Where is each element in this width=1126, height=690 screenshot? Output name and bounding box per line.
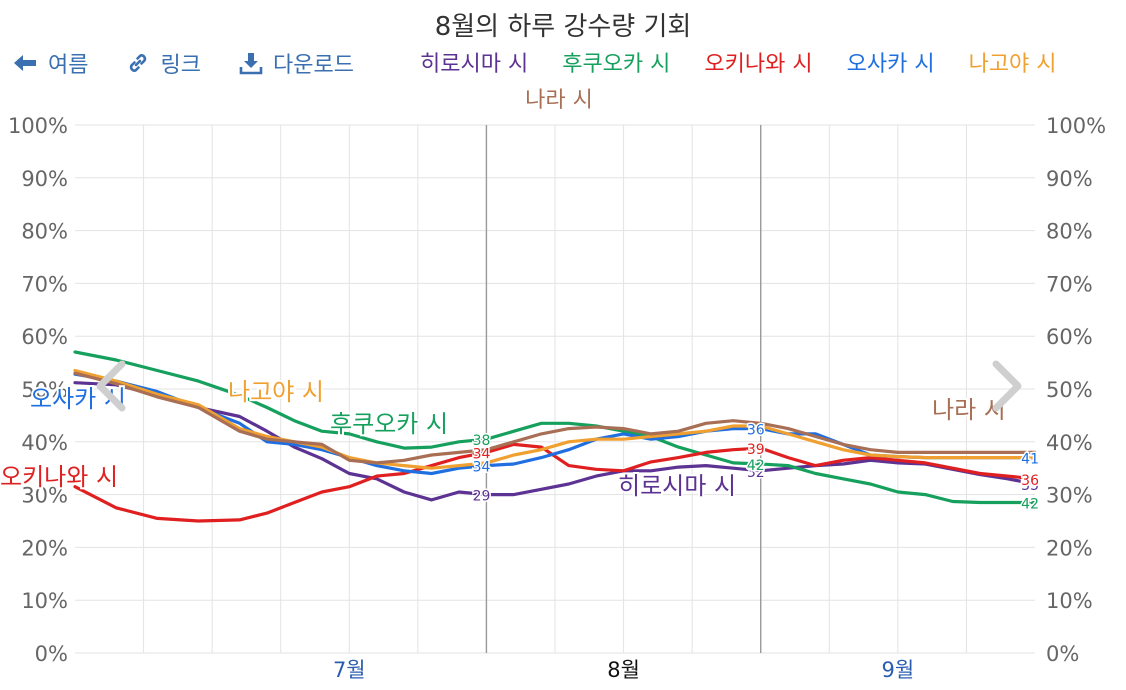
data-label: 42 (1021, 497, 1039, 513)
series-line[interactable] (73, 371, 1037, 465)
download-button[interactable]: 다운로드 (239, 47, 354, 79)
legend-item-hiroshima[interactable]: 히로시마 시 (420, 52, 529, 77)
x-axis: 7월 8월 9월 (333, 658, 914, 682)
month-label[interactable]: 9월 (882, 658, 915, 682)
download-icon (239, 53, 263, 75)
point-labels: 29 32 35 38 42 42 34 39 36 34 36 41 (471, 421, 1040, 514)
y-tick-label-left: 100% (8, 114, 68, 138)
y-tick-label-left: 70% (21, 272, 68, 296)
y-tick-label-right: 30% (1046, 484, 1093, 508)
link-icon (130, 54, 147, 72)
season-link[interactable]: 여름 (12, 47, 88, 79)
y-axis-left: 0% 10% 20% 30% 40% 50% 60% 70% 80% 90% 100% (8, 114, 68, 666)
y-tick-label-right: 40% (1046, 431, 1093, 455)
y-tick-label-left: 50% (21, 378, 68, 402)
data-label: 35 (1021, 478, 1039, 494)
series-annotation: 후쿠오카 시 (330, 410, 448, 438)
y-tick-label-left: 30% (21, 484, 68, 508)
y-tick-label-right: 10% (1046, 589, 1093, 613)
y-tick-label-right: 70% (1046, 272, 1093, 296)
series-annotation: 나고야 시 (228, 378, 324, 406)
series-lines (73, 350, 1037, 523)
chart-title: 8월의 하루 강수량 기회 (434, 12, 692, 42)
y-tick-label-right: 80% (1046, 220, 1093, 244)
y-tick-label-right: 90% (1046, 167, 1093, 191)
season-label: 여름 (48, 53, 89, 78)
y-tick-label-left: 90% (21, 167, 68, 191)
data-label: 36 (1021, 473, 1039, 489)
arrow-left-icon (14, 55, 36, 71)
legend-item-okinawa[interactable]: 오키나와 시 (704, 52, 813, 77)
y-tick-label-left: 40% (21, 431, 68, 455)
month-label[interactable]: 7월 (333, 658, 366, 682)
data-label: 29 (473, 489, 491, 505)
y-tick-label-right: 20% (1046, 536, 1093, 560)
y-tick-label-right: 60% (1046, 325, 1093, 349)
legend-row-2: 나라 시 (0, 82, 1118, 114)
y-tick-label-right: 0% (1046, 642, 1079, 666)
legend-item-nara[interactable]: 나라 시 (525, 88, 593, 113)
data-label: 34 (473, 446, 491, 462)
y-tick-label-left: 20% (21, 536, 68, 560)
series-annotation: 히로시마 시 (618, 472, 736, 500)
series-annotation: 오키나와 시 (0, 463, 118, 491)
month-label[interactable]: 8월 (607, 658, 640, 682)
legend-item-fukuoka[interactable]: 후쿠오카 시 (562, 52, 671, 77)
y-tick-label-left: 0% (35, 642, 68, 666)
y-tick-label-left: 60% (21, 325, 68, 349)
legend-item-osaka[interactable]: 오사카 시 (846, 52, 935, 77)
y-tick-label-left: 80% (21, 220, 68, 244)
y-tick-label-right: 100% (1046, 114, 1106, 138)
y-tick-label-right: 50% (1046, 378, 1093, 402)
data-label: 38 (473, 433, 491, 449)
y-tick-label-left: 10% (21, 589, 68, 613)
download-label: 다운로드 (272, 53, 354, 78)
link-button[interactable]: 링크 (126, 47, 201, 79)
series-line[interactable] (73, 442, 1037, 523)
data-label: 32 (747, 465, 765, 481)
series-line[interactable] (73, 350, 1037, 505)
grid (75, 124, 1035, 654)
chevron-right-icon[interactable] (992, 360, 1022, 412)
data-label: 42 (747, 458, 765, 474)
data-label: 39 (747, 442, 765, 458)
legend: 히로시마 시 후쿠오카 시 오키나와 시 오사카 시 나고야 시 (420, 46, 1057, 78)
data-label: 36 (747, 423, 765, 439)
y-axis-right: 0% 10% 20% 30% 40% 50% 60% 70% 80% 90% 100% (1046, 114, 1106, 666)
chevron-left-icon[interactable] (96, 360, 126, 412)
toolbar: 여름 링크 다운로드 (12, 46, 392, 80)
link-label: 링크 (160, 53, 201, 78)
data-label: 41 (1021, 452, 1039, 468)
legend-item-nagoya[interactable]: 나고야 시 (968, 52, 1057, 77)
data-label: 34 (473, 460, 491, 476)
